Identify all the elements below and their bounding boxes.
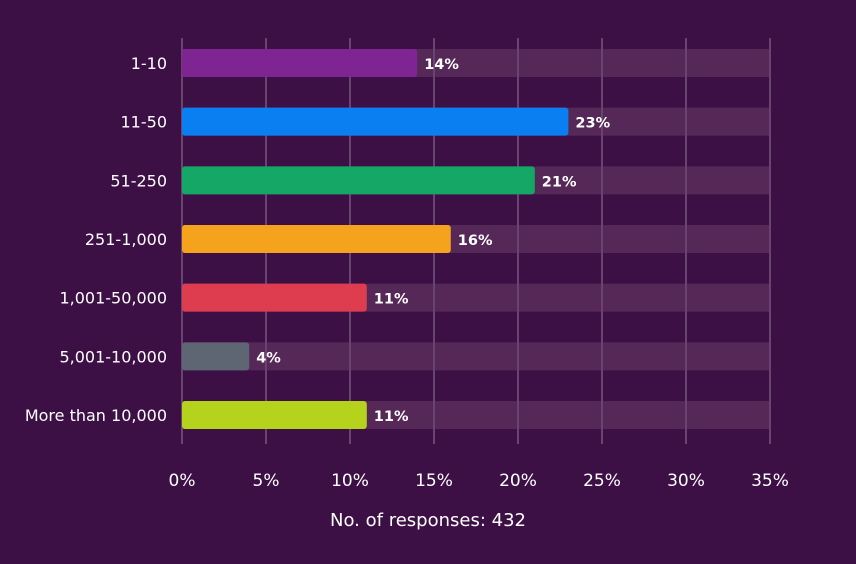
value-label: 21% — [542, 174, 577, 190]
value-label: 11% — [374, 409, 409, 425]
x-tick-label: 20% — [499, 471, 537, 491]
bar — [182, 342, 250, 371]
category-label: 5,001-10,000 — [59, 347, 167, 366]
category-label: 1,001-50,000 — [59, 289, 167, 308]
bar — [182, 283, 367, 312]
value-label: 4% — [256, 350, 281, 366]
x-tick-label: 10% — [331, 471, 369, 491]
category-label: 251-1,000 — [85, 230, 167, 249]
responses-count: No. of responses: 432 — [330, 510, 526, 531]
x-tick-label: 15% — [415, 471, 453, 491]
x-tick-label: 35% — [751, 471, 789, 491]
category-label: 51-250 — [110, 171, 167, 190]
category-label: 11-50 — [121, 113, 168, 132]
value-label: 11% — [374, 292, 409, 308]
bar — [182, 166, 535, 195]
bar — [182, 49, 418, 77]
x-tick-label: 0% — [169, 471, 196, 491]
category-label: 1-10 — [131, 54, 167, 73]
bar — [182, 107, 569, 136]
bars — [182, 49, 569, 430]
x-tick-label: 25% — [583, 471, 621, 491]
bar — [182, 401, 367, 430]
bar — [182, 225, 451, 254]
value-label: 16% — [458, 233, 493, 249]
x-tick-label: 30% — [667, 471, 705, 491]
labels: 0% 5% 10% 15% 20% 25% 30% 35% 1-10 14% 11-50 23% 51-… — [25, 54, 789, 491]
category-label: More than 10,000 — [25, 406, 167, 425]
value-label: 14% — [424, 57, 459, 73]
value-label: 23% — [575, 116, 610, 132]
bar-track — [182, 342, 770, 371]
x-tick-label: 5% — [253, 471, 280, 491]
